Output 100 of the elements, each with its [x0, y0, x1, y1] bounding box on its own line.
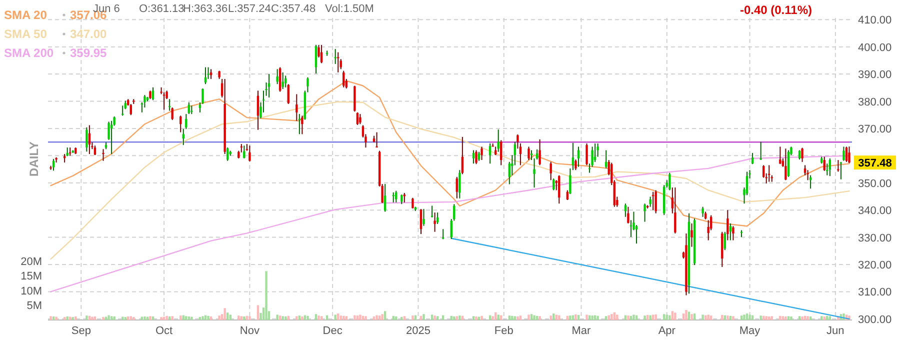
- bar: [765, 316, 768, 320]
- bar: [412, 316, 414, 320]
- bar: [652, 314, 654, 320]
- candlestick: [635, 224, 638, 244]
- candlestick: [412, 197, 414, 209]
- bar: [160, 317, 162, 320]
- bar: [52, 316, 55, 320]
- bar: [144, 316, 146, 320]
- bar: [102, 317, 104, 320]
- candlestick: [458, 170, 461, 199]
- candlestick: [668, 172, 671, 191]
- candlestick: [434, 212, 436, 232]
- bar: [654, 314, 657, 320]
- candlestick: [102, 148, 104, 162]
- bar: [809, 316, 812, 320]
- candlestick: [605, 150, 608, 169]
- candlestick: [654, 190, 657, 214]
- candlestick: [110, 120, 113, 155]
- text: H:363.36: [183, 3, 228, 15]
- candlestick: [130, 103, 132, 116]
- candlestick: [52, 158, 55, 172]
- bar: [296, 316, 298, 320]
- candlestick: [356, 112, 359, 126]
- bar: [610, 314, 613, 320]
- bar: [820, 316, 823, 320]
- candlestick: [376, 132, 378, 148]
- candlestick: [702, 206, 704, 218]
- y-tick-label: 410.00: [858, 14, 892, 27]
- bar: [707, 314, 710, 320]
- bar: [790, 316, 792, 320]
- bar: [240, 316, 242, 320]
- bar: [674, 312, 676, 320]
- bar: [127, 316, 130, 320]
- bar: [453, 316, 456, 320]
- y-tick-label: 320.00: [858, 259, 892, 272]
- bar: [538, 316, 541, 320]
- candlestick: [550, 161, 552, 181]
- bar: [66, 316, 68, 320]
- bar: [372, 316, 376, 320]
- bar: [69, 316, 72, 320]
- candlestick: [779, 146, 782, 165]
- bar: [152, 316, 154, 320]
- y2-tick-label: 15M: [20, 270, 42, 283]
- y2-tick-label: 10M: [20, 285, 42, 298]
- bar: [806, 316, 809, 320]
- bar: [823, 316, 826, 320]
- bar: [74, 316, 77, 320]
- bar: [798, 316, 801, 320]
- bar: [586, 314, 588, 320]
- candlestick: [798, 150, 801, 160]
- bar: [345, 316, 348, 320]
- bar: [632, 314, 635, 320]
- bar: [436, 316, 439, 320]
- candlestick: [334, 48, 336, 64]
- text: L:357.24: [228, 3, 271, 15]
- y-tick-label: 390.00: [858, 69, 892, 82]
- y-tick-label: 370.00: [858, 123, 892, 136]
- bar: [168, 316, 171, 320]
- bar: [530, 314, 533, 320]
- candlestick: [804, 164, 806, 176]
- bar: [207, 316, 210, 320]
- candlestick: [566, 190, 569, 201]
- candlestick: [359, 114, 362, 125]
- candlestick: [282, 72, 284, 90]
- bar: [132, 317, 135, 320]
- bar: [533, 315, 536, 320]
- bar: [104, 316, 108, 320]
- candlestick: [514, 141, 516, 166]
- candlestick: [751, 152, 754, 165]
- bar: [616, 314, 618, 320]
- candlestick: [528, 146, 530, 161]
- bar: [198, 317, 202, 320]
- candlestick: [243, 145, 246, 159]
- bar: [354, 315, 356, 320]
- bar: [320, 316, 323, 320]
- bar: [434, 316, 436, 320]
- bar: [301, 316, 304, 320]
- bar: [688, 312, 690, 320]
- candlestick: [837, 160, 840, 172]
- candlestick: [276, 68, 278, 85]
- bar: [224, 308, 226, 320]
- bar: [306, 316, 309, 320]
- text: DAILY: [27, 142, 41, 176]
- candlestick: [674, 187, 676, 234]
- bar: [787, 316, 790, 320]
- candlestick: [729, 222, 732, 241]
- bar: [726, 316, 729, 320]
- bar: [472, 316, 475, 320]
- bar: [124, 317, 126, 320]
- bar: [770, 316, 773, 320]
- candlestick: [726, 210, 729, 241]
- candlestick: [845, 146, 848, 162]
- bar: [732, 316, 734, 320]
- candlestick: [185, 114, 188, 130]
- bar: [646, 314, 649, 320]
- candlestick: [690, 222, 693, 248]
- bar: [682, 313, 685, 320]
- candlestick: [558, 174, 560, 204]
- bar: [784, 316, 787, 320]
- text: C:357.48: [271, 3, 316, 15]
